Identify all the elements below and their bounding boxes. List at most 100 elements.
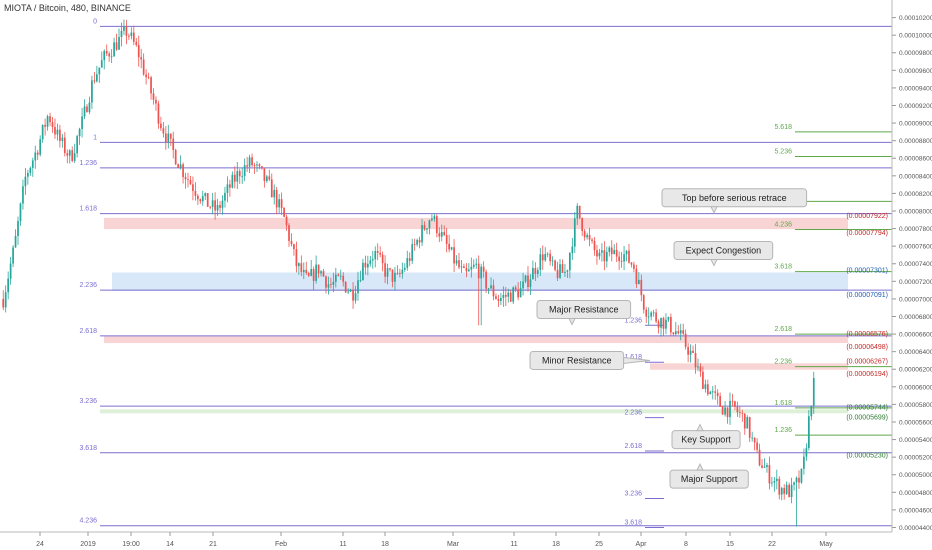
candle-body bbox=[51, 122, 54, 128]
price-level-label: (0.00006267) bbox=[846, 358, 888, 365]
candle-body bbox=[192, 184, 194, 191]
candle-body bbox=[492, 285, 495, 297]
candle-body bbox=[147, 77, 150, 78]
candle-body bbox=[423, 225, 426, 230]
candle-body bbox=[780, 487, 783, 495]
candle-body bbox=[238, 171, 241, 177]
candle-body bbox=[78, 129, 81, 137]
candle-body bbox=[172, 138, 175, 150]
candle-body bbox=[512, 287, 515, 302]
candle-body bbox=[771, 482, 773, 484]
annotation-callout: Minor Resistance bbox=[529, 350, 651, 370]
y-tick-label: 0.00004400 bbox=[899, 525, 932, 532]
candle-body bbox=[150, 77, 152, 94]
candle-body bbox=[140, 57, 143, 60]
candle-body bbox=[807, 416, 810, 449]
x-tick-label: 22 bbox=[768, 541, 776, 548]
candle-body bbox=[748, 417, 751, 438]
candle-body bbox=[344, 281, 347, 293]
annotation-box bbox=[671, 430, 741, 450]
candle-body bbox=[556, 269, 559, 278]
x-tick-label: Feb bbox=[275, 541, 287, 548]
candle-body bbox=[692, 350, 694, 354]
candle-body bbox=[783, 487, 786, 494]
fib-main-label: 1.236 bbox=[79, 160, 97, 167]
price-level-label: (0.00006498) bbox=[846, 344, 888, 351]
candle-body bbox=[275, 190, 278, 208]
candle-body bbox=[128, 35, 130, 37]
candle-body bbox=[598, 252, 601, 257]
candle-body bbox=[73, 153, 76, 161]
y-tick-label: 0.00009400 bbox=[899, 85, 932, 92]
candle-body bbox=[790, 484, 793, 498]
y-tick-label: 0.00007200 bbox=[899, 279, 932, 286]
price-level-label: (0.00006194) bbox=[846, 371, 888, 378]
candle-body bbox=[775, 478, 778, 482]
candle-body bbox=[389, 268, 391, 270]
candle-body bbox=[761, 465, 763, 468]
y-tick-label: 0.00004600 bbox=[899, 507, 932, 514]
candle-body bbox=[438, 233, 441, 237]
candle-body bbox=[44, 124, 46, 127]
candle-body bbox=[539, 254, 542, 271]
candle-body bbox=[396, 272, 399, 274]
candle-body bbox=[475, 263, 478, 265]
annotation-text: Major Resistance bbox=[549, 304, 619, 314]
candle-body bbox=[635, 268, 638, 284]
price-zone bbox=[650, 363, 848, 370]
candle-body bbox=[310, 269, 313, 276]
candle-body bbox=[785, 484, 788, 494]
y-tick-label: 0.00009200 bbox=[899, 103, 932, 110]
candle-body bbox=[17, 221, 19, 237]
fib-small-label: 2.618 bbox=[624, 443, 642, 450]
annotation-box bbox=[669, 469, 749, 489]
x-tick-label: 11 bbox=[510, 541, 517, 548]
y-axis[interactable]: 0.00010200 0.00010000 0.00009800 0.00009600… bbox=[892, 15, 932, 532]
candle-body bbox=[435, 216, 438, 234]
candle-body bbox=[729, 400, 731, 418]
candle-body bbox=[24, 176, 27, 187]
y-tick-label: 0.00009000 bbox=[899, 121, 932, 128]
candle-body bbox=[527, 275, 529, 288]
annotation-text: Major Support bbox=[681, 474, 738, 484]
candle-body bbox=[699, 366, 702, 372]
candle-body bbox=[7, 278, 10, 293]
candle-body bbox=[411, 244, 414, 261]
candle-body bbox=[214, 200, 216, 211]
candle-body bbox=[637, 279, 640, 284]
candle-body bbox=[559, 264, 561, 278]
candle-body bbox=[339, 275, 342, 277]
candle-body bbox=[315, 264, 317, 281]
y-tick-label: 0.00005800 bbox=[899, 402, 932, 409]
candle-body bbox=[164, 133, 167, 142]
candle-body bbox=[541, 254, 544, 261]
annotation-pointer bbox=[696, 423, 704, 432]
candle-body bbox=[564, 271, 566, 273]
candle-body bbox=[753, 437, 756, 443]
y-tick-label: 0.00010200 bbox=[899, 15, 932, 22]
candle-body bbox=[118, 37, 120, 50]
zone-layer bbox=[100, 217, 848, 414]
candle-body bbox=[68, 150, 71, 156]
price-level-label: (0.00007301) bbox=[846, 267, 888, 274]
x-tick-label: 19:00 bbox=[122, 541, 140, 548]
candle-body bbox=[509, 292, 512, 302]
chart-title: MIOTA / Bitcoin, 480, BINANCE bbox=[4, 3, 131, 13]
candle-body bbox=[54, 127, 56, 135]
candle-body bbox=[22, 186, 24, 204]
x-tick-label: 25 bbox=[595, 541, 603, 548]
candle-body bbox=[667, 317, 670, 320]
candle-body bbox=[283, 207, 285, 217]
candle-body bbox=[63, 137, 66, 154]
candle-body bbox=[322, 271, 325, 277]
candle-body bbox=[426, 228, 428, 230]
annotation-pointer bbox=[710, 206, 718, 214]
fib-ext-label: 5.618 bbox=[774, 124, 792, 131]
candle-body bbox=[293, 244, 295, 250]
x-axis[interactable]: 24 2019 19:00 14 21 Feb 11 18 Mar 11 18 25 Apr 8 15 22 M… bbox=[36, 532, 833, 548]
candle-body bbox=[105, 50, 108, 54]
candle-body bbox=[253, 165, 256, 166]
candle-body bbox=[219, 205, 221, 208]
candle-body bbox=[169, 133, 172, 139]
candle-body bbox=[224, 192, 226, 201]
